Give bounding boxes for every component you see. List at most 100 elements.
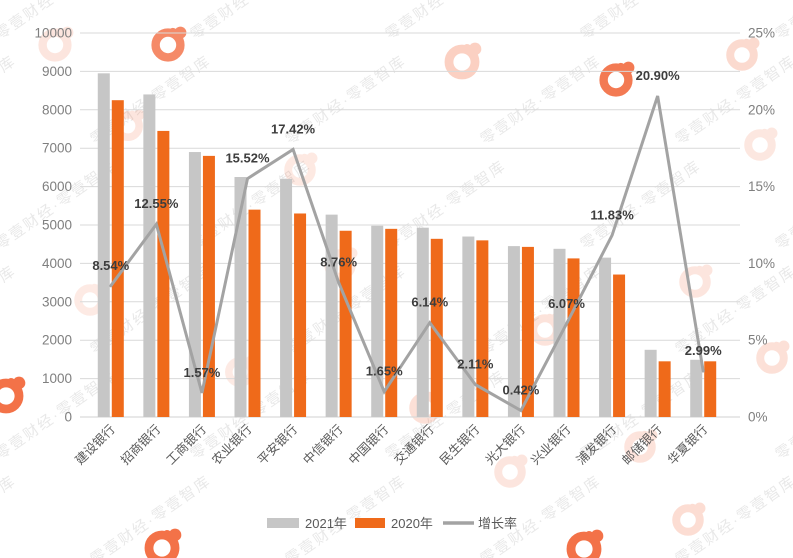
logo-drop <box>516 454 528 466</box>
brand-logo-icon <box>444 42 482 80</box>
logo-ring <box>494 456 526 488</box>
brand-logo-icon <box>494 454 528 488</box>
watermark-text: 零壹财经·零壹智库 <box>0 52 19 149</box>
bar-2021 <box>97 73 110 417</box>
growth-rate-line <box>109 95 705 413</box>
logo-ring <box>38 28 72 62</box>
growth-rate-label: 12.55% <box>134 196 179 211</box>
x-axis-label: 平安银行 <box>254 422 300 468</box>
watermark-text: 零壹财经·零壹智库 <box>187 0 314 43</box>
logo-drop <box>61 26 74 39</box>
left-axis-tick-label: 1000 <box>42 371 72 386</box>
logo-drop-tail <box>90 283 99 293</box>
logo-ring <box>744 129 776 161</box>
right-axis-tick-label: 10% <box>748 256 775 271</box>
logo-ring <box>672 504 704 536</box>
watermark-text: 零壹财经·零壹智库 <box>0 262 19 359</box>
logo-drop <box>590 529 604 543</box>
watermark-text: 零壹财经·零壹智库 <box>577 157 704 254</box>
logo-drop <box>306 152 318 164</box>
bar-2020 <box>339 230 352 417</box>
bar-2021 <box>325 214 338 417</box>
left-axis-tick-label: 2000 <box>42 333 72 348</box>
logo-drop-tail <box>510 455 519 465</box>
legend-swatch-2021 <box>267 518 299 528</box>
left-axis-tick-label: 6000 <box>42 179 72 194</box>
logo-drop <box>468 42 482 56</box>
brand-logo-icon <box>144 528 182 558</box>
bar-2020 <box>111 100 124 417</box>
x-axis-label: 兴业银行 <box>528 422 573 467</box>
brand-logo-icon <box>726 37 760 71</box>
bar-2020 <box>658 361 671 417</box>
bar-2020 <box>521 246 534 417</box>
watermark-text: 零壹财经·零壹智库 <box>382 0 509 43</box>
brand-logo-icon <box>679 264 713 298</box>
logo-drop-tail <box>688 503 697 513</box>
data-labels-layer: 8.54% 12.55% 1.57% 15.52%17.42% 8.76% 1.65% 6.… <box>92 68 722 398</box>
logo-drop-tail <box>772 341 781 351</box>
bar-2020 <box>385 228 398 417</box>
x-axis-label: 民生银行 <box>437 422 482 467</box>
left-axis-tick-label: 10000 <box>34 26 72 41</box>
logo-drop-tail <box>545 313 554 323</box>
watermark-text: 零壹财经·零壹智库 <box>382 157 509 254</box>
logo-drop <box>622 61 635 74</box>
logo-drop <box>766 127 778 139</box>
left-axis-tick-label: 7000 <box>42 141 72 156</box>
logo-drop-tail <box>463 44 472 54</box>
watermark-text: 零壹财经·零壹智库 <box>0 472 19 558</box>
logo-drop <box>646 429 658 441</box>
logo-drop <box>12 376 26 390</box>
growth-rate-label: 0.42% <box>502 383 539 398</box>
logo-drop-tail <box>169 27 177 37</box>
bar-2021 <box>416 227 429 417</box>
logo-ring <box>0 378 24 414</box>
brand-logo-icon <box>284 152 318 186</box>
logo-ring <box>679 266 711 298</box>
growth-rate-label: 6.07% <box>548 296 585 311</box>
growth-rate-label: 2.11% <box>457 357 494 372</box>
right-axis-tick-label: 0% <box>748 410 768 425</box>
brand-logo-icon <box>672 502 706 536</box>
x-axis-label: 中国银行 <box>345 422 391 468</box>
left-axis-tick-label: 9000 <box>42 64 72 79</box>
growth-rate-label: 17.42% <box>271 121 316 136</box>
left-axis-tick-label: 4000 <box>42 256 72 271</box>
bar-2020 <box>248 209 261 417</box>
logo-ring <box>444 44 480 80</box>
watermark-text: 零壹财经·零壹智库 <box>577 0 704 43</box>
bar-2020 <box>567 258 580 417</box>
brand-logo-icon <box>151 26 187 62</box>
logo-drop <box>694 502 706 514</box>
left-axis-tick-label: 5000 <box>42 218 72 233</box>
bar-2021 <box>690 359 703 417</box>
logo-drop-tail <box>640 430 649 440</box>
brand-logo-icon <box>0 376 26 414</box>
logo-ring <box>144 530 180 558</box>
logo-ring <box>726 39 758 71</box>
logo-drop-tail <box>695 265 704 275</box>
growth-rate-label: 6.14% <box>411 295 448 310</box>
logo-ring <box>756 342 788 374</box>
logo-drop <box>748 37 760 49</box>
bar-2021 <box>599 257 612 417</box>
logo-ring <box>284 154 316 186</box>
legend-label-2020: 2020年 <box>391 516 433 531</box>
right-axis-tick-label: 5% <box>748 333 768 348</box>
brand-logo-icon <box>38 26 74 62</box>
watermark-text: 零壹财经·零壹智库 <box>772 367 793 464</box>
logo-ring <box>624 431 656 463</box>
growth-rate-label: 1.57% <box>183 365 220 380</box>
legend-label-growth: 增长率 <box>478 516 517 531</box>
left-axis-tick-label: 0 <box>64 410 72 425</box>
bar-2020 <box>476 240 489 417</box>
logo-drop-tail <box>300 153 309 163</box>
logo-drop-tail <box>760 128 769 138</box>
grid-layer: 0 1000 2000 3000 4000 5000 6000 7000 8000 9000 100… <box>34 26 775 425</box>
logo-drop-tail <box>7 378 16 388</box>
bar-2021 <box>462 236 475 417</box>
x-axis-label: 建设银行 <box>72 422 118 468</box>
